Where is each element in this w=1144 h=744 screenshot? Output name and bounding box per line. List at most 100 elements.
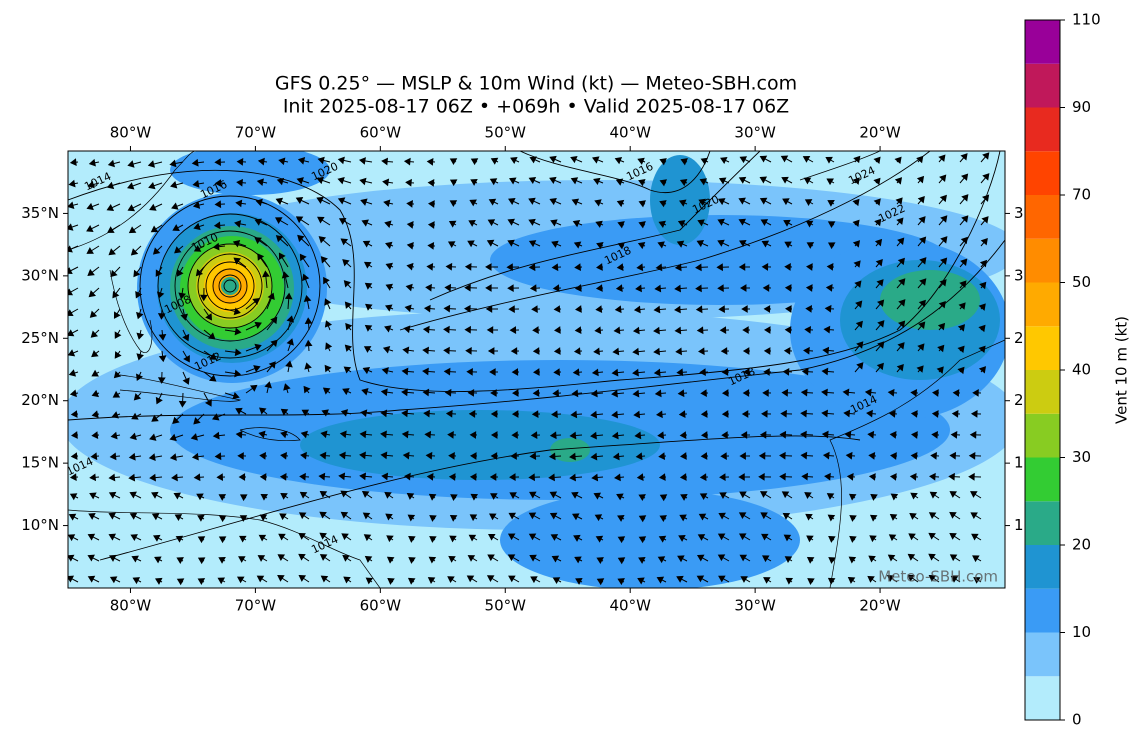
wind-arrow [485,305,499,313]
wind-arrow [322,387,331,395]
wind-arrow [245,365,261,373]
wind-arrow [553,347,562,355]
wind-arrow [824,304,835,313]
wind-arrow [917,299,926,310]
wind-arrow [636,263,646,272]
wind-arrow [450,494,458,501]
wind-arrow [469,199,478,207]
wind-arrow [959,153,968,163]
wind-arrow [155,392,163,405]
wind-arrow [759,491,772,499]
wind-arrow [426,262,436,271]
wind-arrow [637,241,646,250]
wind-arrow [573,534,583,542]
wind-arrow [361,387,373,396]
wind-arrow [596,263,604,271]
wind-arrow [383,199,394,208]
wind-arrow [257,157,268,166]
wind-arrow [549,155,562,164]
colorbar-tick-label: 110 [1072,11,1101,29]
wind-arrow [575,305,583,313]
wind-arrow [550,219,562,227]
wind-arrow [874,218,882,227]
wind-arrow [486,239,499,247]
colorbar-band [1025,195,1060,239]
wind-arrow [403,157,415,166]
wind-arrow [338,451,352,460]
wind-arrow [108,491,121,499]
wind-arrow [384,325,394,333]
wind-arrow [917,216,926,226]
wind-arrow [532,326,541,334]
x-tick-label: 70°W [235,597,277,615]
wind-arrow [852,240,861,248]
wind-arrow [780,155,793,163]
wind-arrow [110,431,121,440]
wind-arrow [549,491,562,499]
wind-arrow [638,536,647,544]
wind-arrow [632,347,646,356]
wind-arrow [304,339,313,352]
wind-arrow [616,493,625,501]
wind-arrow [449,514,458,522]
colorbar-tick-label: 40 [1072,361,1091,379]
wind-arrow [324,298,332,310]
wind-arrow [114,329,122,339]
wind-arrow [968,451,982,460]
wind-arrow [570,155,583,164]
wind-arrow [678,410,688,419]
wind-arrow [917,195,925,205]
wind-arrow [216,473,226,481]
wind-arrow [384,220,394,229]
wind-arrow [875,279,884,289]
wind-arrow [617,514,625,522]
wind-arrow [362,512,373,520]
wind-arrow [214,452,226,461]
wind-arrow [570,410,583,419]
wind-arrow [449,179,458,187]
wind-arrow [932,389,940,397]
wind-arrow [402,451,415,460]
wind-arrow [571,491,583,499]
wind-arrow [490,452,499,460]
wind-arrow [511,368,520,376]
wind-arrow [279,473,289,481]
wind-arrow [679,473,688,481]
wind-arrow [69,473,79,482]
wind-arrow [804,325,814,334]
wind-arrow [469,431,478,439]
wind-arrow [68,266,79,275]
wind-arrow [574,556,583,564]
wind-arrow [531,305,541,313]
wind-arrow [679,514,688,522]
wind-arrow [528,512,541,520]
wind-arrow [916,175,925,184]
wind-arrow [720,452,730,460]
wind-arrow [470,179,478,186]
wind-arrow [423,304,436,313]
wind-arrow [569,431,583,440]
wind-arrow [320,256,331,268]
wind-arrow [917,257,927,268]
wind-arrow [917,236,927,247]
wind-arrow [299,491,310,499]
wind-arrow [264,381,272,394]
wind-arrow [467,240,478,248]
wind-arrow [827,242,836,250]
wind-arrow [549,431,562,440]
wind-arrow [91,389,100,398]
wind-arrow [470,158,479,166]
wind-arrow [532,347,541,355]
wind-arrow [680,452,688,460]
wind-arrow [470,493,479,501]
wind-arrow [781,176,793,184]
wind-arrow [318,472,331,481]
wind-arrow [701,431,709,439]
colorbar-tick-label: 90 [1072,98,1091,116]
wind-arrow [68,369,79,377]
wind-arrow [716,263,730,272]
wind-arrow [69,493,79,501]
wind-arrow [763,305,772,313]
coastlines [68,151,1005,588]
y-tick-label-right: 15°N [1014,454,1052,472]
